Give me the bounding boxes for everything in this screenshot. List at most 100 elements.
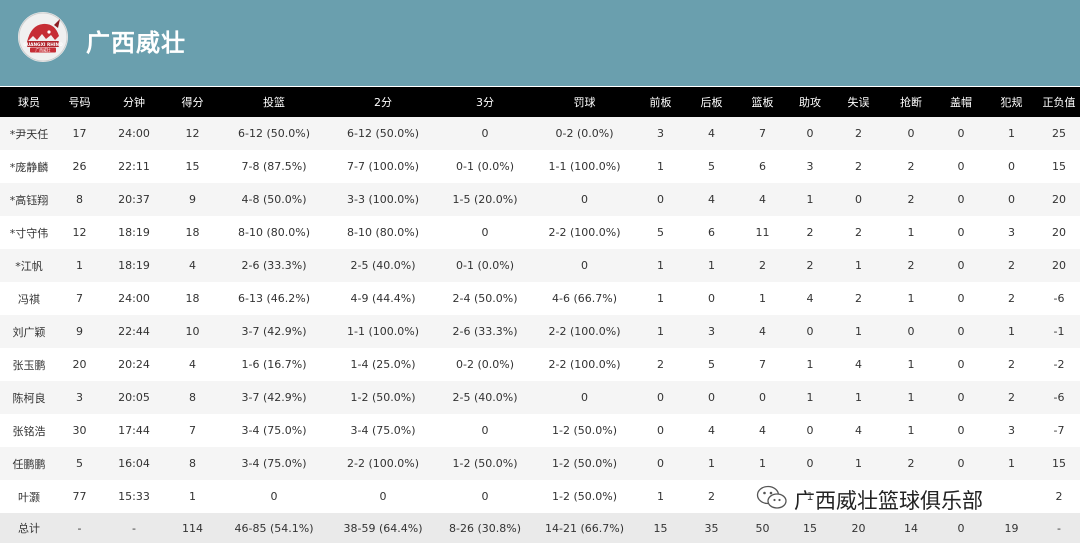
stat-cell: 0 <box>635 447 686 480</box>
stat-cell: 2 <box>985 249 1038 282</box>
totals-cell: 15 <box>788 513 832 543</box>
stat-cell: 4 <box>686 117 737 150</box>
stat-cell: 18:19 <box>101 216 167 249</box>
stat-cell: 1 <box>635 249 686 282</box>
stat-cell: 2 <box>1038 480 1080 513</box>
stat-cell: 0 <box>788 414 832 447</box>
stat-cell: 2 <box>832 216 885 249</box>
stat-cell: 1-2 (50.0%) <box>330 381 436 414</box>
stat-cell: -2 <box>1038 348 1080 381</box>
stat-cell: 6-12 (50.0%) <box>218 117 330 150</box>
table-row: *高钰翔 8 20:37 9 4-8 (50.0%) 3-3 (100.0%) 1-5 (2… <box>0 183 1080 216</box>
totals-cell: - <box>1038 513 1080 543</box>
stat-cell: 7 <box>167 414 218 447</box>
table-header-row: 球员 号码 分钟 得分 投篮 2分 3分 罚球 前板 后板 篮板 助攻 失误 抢断 盖帽 犯规 正负值 <box>0 87 1080 117</box>
totals-cell: 15 <box>635 513 686 543</box>
stat-cell: 0 <box>788 315 832 348</box>
stat-cell: 7 <box>58 282 101 315</box>
stat-cell: 0 <box>330 480 436 513</box>
stat-cell: 20:37 <box>101 183 167 216</box>
stat-cell: 0 <box>937 183 985 216</box>
totals-cell: 8-26 (30.8%) <box>436 513 534 543</box>
totals-label-cell: 总计 <box>0 513 58 543</box>
stat-cell: 5 <box>686 150 737 183</box>
stat-cell: 15 <box>167 150 218 183</box>
logo-subtext: 广西威壮 <box>35 48 50 53</box>
stat-cell: 2 <box>737 249 788 282</box>
stat-cell: 5 <box>58 447 101 480</box>
column-header: 助攻 <box>788 87 832 117</box>
player-name-cell: *尹天任 <box>0 117 58 150</box>
stat-cell: 3 <box>788 150 832 183</box>
stat-cell: 4-8 (50.0%) <box>218 183 330 216</box>
stat-cell: 4 <box>686 414 737 447</box>
stat-cell: 2-2 (100.0%) <box>534 216 635 249</box>
stat-cell: 2 <box>686 480 737 513</box>
team-logo-icon: GUANGXI RHINO 广西威壮 <box>18 12 68 62</box>
stat-cell: 0 <box>218 480 330 513</box>
stat-cell: 2 <box>885 150 937 183</box>
stat-cell: 1-2 (50.0%) <box>534 447 635 480</box>
player-name-cell: 陈柯良 <box>0 381 58 414</box>
stat-cell: 1 <box>985 117 1038 150</box>
stat-cell: 30 <box>58 414 101 447</box>
stat-cell: 1 <box>788 381 832 414</box>
totals-cell: 14-21 (66.7%) <box>534 513 635 543</box>
stat-cell: 0 <box>937 381 985 414</box>
stat-cell: 6-13 (46.2%) <box>218 282 330 315</box>
stat-cell: 15:33 <box>101 480 167 513</box>
stat-cell: 9 <box>167 183 218 216</box>
column-header: 号码 <box>58 87 101 117</box>
logo-text: GUANGXI RHINO <box>23 42 63 48</box>
stat-cell: 1 <box>58 249 101 282</box>
stat-cell: 0 <box>686 282 737 315</box>
stat-cell: 3 <box>635 117 686 150</box>
totals-cell: 20 <box>832 513 885 543</box>
stat-cell: 1 <box>985 447 1038 480</box>
stat-cell: 16:04 <box>101 447 167 480</box>
stat-cell: 8 <box>58 183 101 216</box>
player-name-cell: *高钰翔 <box>0 183 58 216</box>
stat-cell: 0 <box>937 216 985 249</box>
stat-cell: 3-7 (42.9%) <box>218 381 330 414</box>
stat-cell: 3-3 (100.0%) <box>330 183 436 216</box>
stat-cell: 0 <box>635 414 686 447</box>
stat-cell: 24:00 <box>101 282 167 315</box>
stat-cell <box>885 480 937 513</box>
totals-cell: 46-85 (54.1%) <box>218 513 330 543</box>
column-header: 2分 <box>330 87 436 117</box>
table-row: 张玉鹏 20 20:24 4 1-6 (16.7%) 1-4 (25.0%) 0-2 (0.… <box>0 348 1080 381</box>
stat-cell: 1 <box>635 315 686 348</box>
stat-cell: 2 <box>788 249 832 282</box>
stat-cell: 0 <box>937 414 985 447</box>
stat-cell: 0 <box>885 117 937 150</box>
stat-cell: 0 <box>937 249 985 282</box>
stat-cell: 2-5 (40.0%) <box>330 249 436 282</box>
stat-cell: 1 <box>788 183 832 216</box>
stat-cell: 10 <box>167 315 218 348</box>
stat-cell: 1-1 (100.0%) <box>534 150 635 183</box>
stat-cell: 0-1 (0.0%) <box>436 150 534 183</box>
stat-cell: 8-10 (80.0%) <box>218 216 330 249</box>
column-header: 抢断 <box>885 87 937 117</box>
column-header: 投篮 <box>218 87 330 117</box>
stat-cell: 0 <box>937 348 985 381</box>
stat-cell: 1 <box>832 381 885 414</box>
stat-cell: 2 <box>885 183 937 216</box>
totals-cell: - <box>58 513 101 543</box>
stat-cell: 0 <box>737 381 788 414</box>
stat-cell: 12 <box>167 117 218 150</box>
stat-cell: 1 <box>832 447 885 480</box>
stat-cell: 4 <box>737 414 788 447</box>
stat-cell: 6-12 (50.0%) <box>330 117 436 150</box>
totals-cell: 114 <box>167 513 218 543</box>
stat-cell: 8-10 (80.0%) <box>330 216 436 249</box>
stat-cell: -7 <box>1038 414 1080 447</box>
column-header: 得分 <box>167 87 218 117</box>
totals-cell: 14 <box>885 513 937 543</box>
stat-cell: 7-8 (87.5%) <box>218 150 330 183</box>
team-header: GUANGXI RHINO 广西威壮 广西威壮 <box>0 0 1080 86</box>
stat-cell: 0 <box>788 447 832 480</box>
totals-cell: - <box>101 513 167 543</box>
stat-cell: 20:24 <box>101 348 167 381</box>
